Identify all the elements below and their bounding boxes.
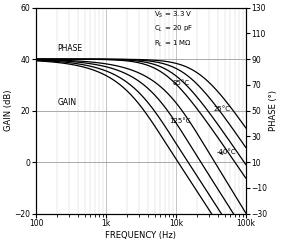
Text: 25°C: 25°C (214, 106, 231, 112)
Text: GAIN: GAIN (57, 98, 76, 107)
Text: V$_S$ = 3.3 V
C$_L$ = 20 pF
R$_L$ = 1 MΩ: V$_S$ = 3.3 V C$_L$ = 20 pF R$_L$ = 1 MΩ (153, 10, 193, 49)
Y-axis label: GAIN (dB): GAIN (dB) (4, 90, 13, 131)
Text: 85°C: 85°C (173, 80, 190, 86)
X-axis label: FREQUENCY (Hz): FREQUENCY (Hz) (105, 231, 177, 240)
Text: -40°C: -40°C (216, 149, 236, 155)
Y-axis label: PHASE (°): PHASE (°) (269, 90, 278, 131)
Text: PHASE: PHASE (57, 44, 82, 53)
Text: 125°C: 125°C (169, 118, 191, 124)
